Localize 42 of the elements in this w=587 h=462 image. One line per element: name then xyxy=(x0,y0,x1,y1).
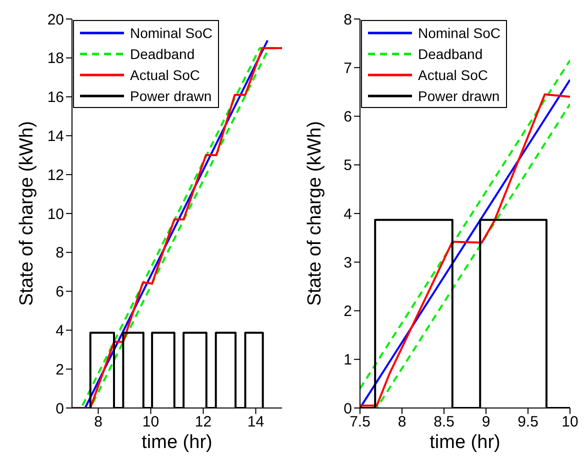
legend-label: Power drawn xyxy=(418,88,500,104)
legend-label: Actual SoC xyxy=(130,66,200,82)
y-tick-label: 8 xyxy=(344,11,352,28)
y-tick-label: 12 xyxy=(47,166,64,184)
legend-label: Deadband xyxy=(130,46,195,62)
y-tick-label: 2 xyxy=(56,361,64,378)
y-tick-label: 4 xyxy=(344,206,352,223)
x-tick-label: 9 xyxy=(482,414,490,431)
y-tick-label: 0 xyxy=(56,400,64,418)
y-tick-label: 4 xyxy=(56,322,64,340)
x-tick-label: 12 xyxy=(194,414,212,431)
x-tick-label: 10 xyxy=(142,414,160,431)
x-tick-label: 8 xyxy=(398,414,406,431)
legend-label: Power drawn xyxy=(130,88,212,104)
y-tick-label: 6 xyxy=(56,284,64,301)
legend-label: Nominal SoC xyxy=(130,24,212,40)
legend-label: Actual SoC xyxy=(418,66,488,82)
x-tick-label: 8.5 xyxy=(434,414,454,431)
x-tick-label: 7.5 xyxy=(350,414,370,431)
y-tick-label: 3 xyxy=(344,254,352,272)
y-tick-label: 7 xyxy=(344,60,352,77)
y-tick-label: 0 xyxy=(344,400,352,418)
y-tick-label: 18 xyxy=(47,50,64,68)
y-tick-label: 20 xyxy=(47,11,64,28)
x-tick-label: 8 xyxy=(94,414,102,431)
y-tick-label: 8 xyxy=(56,244,64,262)
legend-label: Nominal SoC xyxy=(418,24,500,40)
y-tick-label: 14 xyxy=(47,128,64,146)
y-tick-label: 6 xyxy=(344,108,352,126)
y-axis-title: State of charge (kWh) xyxy=(304,121,326,306)
legend-label: Deadband xyxy=(418,46,483,62)
x-tick-label: 10 xyxy=(562,414,578,431)
y-tick-label: 1 xyxy=(344,352,352,369)
y-tick-label: 16 xyxy=(47,89,64,106)
x-axis-title: time (hr) xyxy=(142,432,212,453)
y-axis-title: State of charge (kWh) xyxy=(16,121,38,306)
y-tick-label: 2 xyxy=(344,303,352,320)
y-tick-label: 5 xyxy=(344,157,352,174)
x-tick-label: 14 xyxy=(247,414,264,431)
x-tick-label: 9.5 xyxy=(518,414,538,431)
x-axis-title: time (hr) xyxy=(430,432,500,453)
y-tick-label: 10 xyxy=(47,206,64,223)
